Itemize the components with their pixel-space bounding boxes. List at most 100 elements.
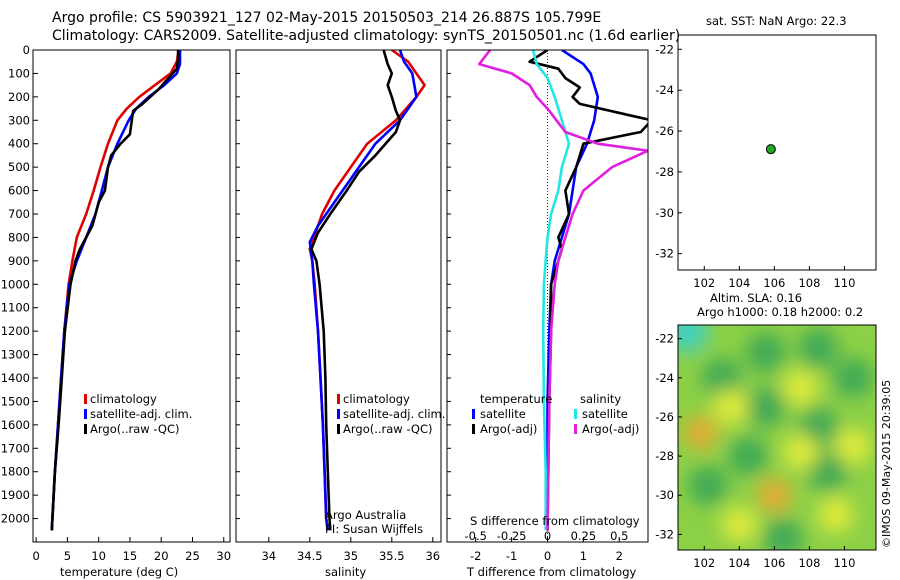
sal-annotation-argo-australia: Argo Australia: [325, 508, 407, 522]
sst-xtick-label-3: 108: [798, 276, 820, 290]
temp-ytick-label-15: 1500: [1, 394, 30, 408]
temp-xtick-label-6: 30: [216, 549, 231, 563]
temp-xtick-label-5: 25: [185, 549, 200, 563]
sal-xtick-label-1: 34.5: [297, 549, 323, 563]
sal-legend-swatch-2: [337, 424, 340, 434]
temp-legend-swatch-0: [84, 394, 87, 404]
sal-series-1: [308, 50, 418, 531]
temp-xtick-label-4: 20: [154, 549, 169, 563]
temp-xtick-label-1: 5: [64, 549, 71, 563]
temp-legend-climatology: climatology: [90, 392, 157, 406]
sla-ytick-label-5: -32: [655, 527, 674, 541]
sla-blob-11: [683, 415, 718, 450]
sal-series-group: [308, 50, 426, 531]
diff-s-tick-label-0: -0.5: [464, 529, 486, 543]
temp-ytick-label-13: 1300: [1, 348, 30, 362]
sal-legend-satellite: satellite-adj. clim.: [343, 407, 446, 421]
diff-legend-sal-satellite: satellite: [582, 407, 628, 421]
diff-legend-swatch-left-1: [472, 424, 475, 434]
temp-ytick-label-12: 1200: [1, 324, 30, 338]
sla-map-frame: [677, 324, 877, 551]
sla-blob-18: [782, 434, 819, 471]
temp-xtick-label-3: 15: [123, 549, 138, 563]
sla-blob-1: [701, 357, 742, 398]
sst-map-frame: [677, 34, 877, 271]
sst-ytick-label-0: -22: [655, 42, 674, 56]
diff-legend-temp-argo: Argo(-adj): [480, 422, 538, 436]
sla-xtick-label-3: 108: [798, 556, 820, 570]
sal-legend-swatch-0: [337, 394, 340, 404]
temp-series-group: [50, 50, 182, 531]
temp-ytick-label-10: 1000: [1, 277, 30, 291]
sla-blob-layer: [678, 325, 874, 550]
diff-xtick-label-0: -2: [470, 549, 481, 563]
sst-xtick-label-1: 104: [728, 276, 750, 290]
diff-xtick-label-1: -1: [506, 549, 517, 563]
temp-ytick-label-3: 300: [8, 113, 30, 127]
temp-series-2: [50, 50, 180, 531]
temp-xtick-label-0: 0: [32, 549, 39, 563]
sla-map-title-line2: Argo h1000: 0.18 h2000: 0.2: [697, 305, 864, 319]
sla-blob-10: [763, 518, 804, 550]
sla-ytick-label-1: -24: [655, 371, 674, 385]
diff-legend-salinity-header: salinity: [580, 392, 622, 406]
sst-ytick-label-4: -30: [655, 206, 674, 220]
diff-s-tick-label-4: 0.5: [610, 529, 628, 543]
diff-xtick-label-2: 0: [544, 549, 551, 563]
sla-blob-2: [745, 332, 786, 373]
diff-legend-swatch-right-0: [574, 409, 577, 419]
sla-blob-0: [678, 325, 709, 353]
sst-ytick-label-5: -32: [655, 247, 674, 261]
sla-blob-5: [745, 387, 786, 428]
temp-ytick-label-18: 1800: [1, 465, 30, 479]
sal-series-2: [310, 50, 402, 531]
temp-ytick-label-1: 100: [8, 66, 30, 80]
sla-blob-8: [687, 465, 728, 506]
temp-ytick-label-19: 1900: [1, 488, 30, 502]
sla-map-title-line1: Altim. SLA: 0.16: [710, 291, 803, 305]
figure-title-line1: Argo profile: CS 5903921_127 02-May-2015…: [52, 10, 602, 26]
diff-xtick-label-3: 1: [580, 549, 587, 563]
temp-legend-swatch-2: [84, 424, 87, 434]
sal-xtick-label-0: 34: [261, 549, 276, 563]
sst-ytick-label-1: -24: [655, 83, 674, 97]
diff-legend-swatch-right-1: [574, 424, 577, 434]
temp-frame: [32, 49, 231, 543]
sla-ytick-label-0: -22: [655, 332, 674, 346]
sst-xtick-label-2: 106: [763, 276, 785, 290]
diff-legend-temperature-header: temperature: [480, 392, 553, 406]
diff-t-axis-label: T difference from climatology: [467, 565, 637, 579]
sla-blob-7: [728, 436, 769, 477]
sla-blob-15: [835, 428, 872, 465]
temp-legend-argo: Argo(..raw -QC): [90, 422, 180, 436]
diff-series-group: [478, 50, 648, 531]
sst-ytick-label-2: -26: [655, 124, 674, 138]
sla-xtick-label-2: 106: [763, 556, 785, 570]
sla-blob-17: [721, 506, 758, 543]
temp-ytick-label-11: 1100: [1, 301, 30, 315]
temp-ytick-label-20: 2000: [1, 512, 30, 526]
temp-ytick-label-8: 800: [8, 230, 30, 244]
diff-series-2: [531, 50, 571, 531]
temp-ytick-label-7: 700: [8, 207, 30, 221]
temp-ytick-label-6: 600: [8, 184, 30, 198]
sal-legend-swatch-1: [337, 409, 340, 419]
diff-s-tick-label-3: 0.25: [571, 529, 597, 543]
sla-blob-12: [712, 389, 749, 426]
sla-heatmap-group: [678, 325, 876, 550]
diff-legend-temp-satellite: satellite: [480, 407, 526, 421]
sla-ytick-label-4: -30: [655, 488, 674, 502]
sal-legend-argo: Argo(..raw -QC): [343, 422, 433, 436]
sst-xtick-label-0: 102: [693, 276, 715, 290]
diff-s-tick-label-2: 0: [544, 529, 551, 543]
diff-xtick-label-4: 2: [616, 549, 623, 563]
sal-legend-climatology: climatology: [343, 392, 410, 406]
diff-legend-swatch-left-0: [472, 409, 475, 419]
diff-s-tick-label-1: -0.25: [497, 529, 527, 543]
temp-ytick-label-4: 400: [8, 137, 30, 151]
sla-blob-13: [757, 478, 792, 513]
sla-ytick-label-2: -26: [655, 410, 674, 424]
sal-x-axis-label: salinity: [325, 565, 367, 579]
sal-annotation-pi: PI: Susan Wijffels: [325, 522, 424, 536]
